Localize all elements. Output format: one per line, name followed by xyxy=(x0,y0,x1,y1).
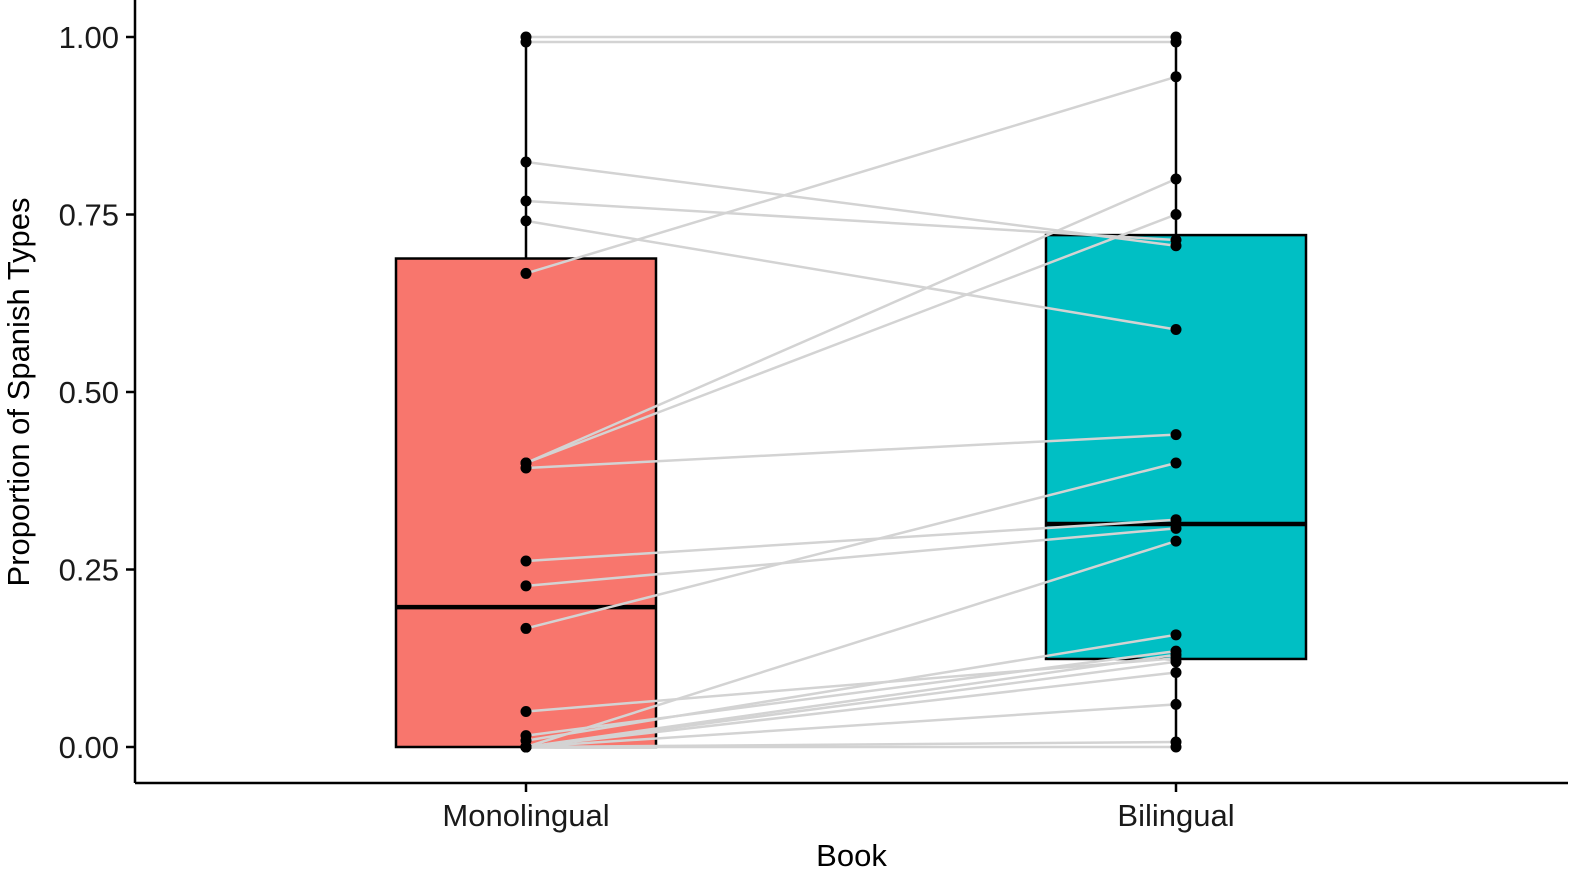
pair-line xyxy=(525,649,1177,737)
data-point-bilingual xyxy=(1170,173,1182,185)
data-point-monolingual xyxy=(520,622,532,634)
data-point-monolingual xyxy=(520,741,532,753)
pair-line xyxy=(525,703,1177,749)
x-ticks: Monolingual Bilingual xyxy=(442,783,1235,833)
pair-line xyxy=(525,75,1177,275)
y-axis-title: Proportion of Spanish Types xyxy=(1,198,36,587)
pair-line xyxy=(525,633,1177,742)
data-point-bilingual xyxy=(1170,656,1182,668)
data-point-monolingual xyxy=(520,580,532,592)
x-tick-label: Bilingual xyxy=(1117,798,1234,833)
pair-line xyxy=(525,177,1177,465)
data-point-bilingual xyxy=(1170,522,1182,534)
data-point-monolingual xyxy=(520,215,532,227)
data-point-monolingual xyxy=(520,706,532,717)
data-point-bilingual xyxy=(1170,429,1182,441)
pair-line xyxy=(525,433,1177,470)
box-bilingual xyxy=(1044,233,1308,661)
pair-line xyxy=(525,219,1177,331)
axes-layer xyxy=(133,0,1568,785)
pair-line xyxy=(525,671,1177,749)
data-point-bilingual xyxy=(1170,71,1182,83)
y-tick-label: 1.00 xyxy=(59,20,119,55)
points-layer xyxy=(520,31,1182,753)
pair-line xyxy=(525,213,1177,465)
pair-line xyxy=(525,527,1177,588)
y-tick-label: 0.00 xyxy=(59,730,119,765)
boxes-layer xyxy=(394,233,1308,749)
data-point-bilingual xyxy=(1170,698,1182,710)
x-axis-title: Book xyxy=(816,838,887,873)
pair-line xyxy=(525,660,1177,749)
pair-lines-layer xyxy=(525,35,1177,749)
data-point-bilingual xyxy=(1170,629,1182,641)
box-monolingual xyxy=(394,257,658,749)
data-point-monolingual xyxy=(520,462,532,474)
data-point-monolingual xyxy=(520,36,532,48)
data-point-bilingual xyxy=(1170,36,1182,48)
data-point-monolingual xyxy=(520,195,532,207)
data-point-monolingual xyxy=(520,156,532,168)
data-point-monolingual xyxy=(520,267,532,279)
x-tick-label: Monolingual xyxy=(442,798,609,833)
data-point-bilingual xyxy=(1170,666,1182,678)
data-point-bilingual xyxy=(1170,457,1182,469)
pair-line xyxy=(525,160,1177,247)
y-tick-label: 0.25 xyxy=(59,553,119,588)
data-point-bilingual xyxy=(1170,741,1182,753)
pair-line xyxy=(525,657,1177,713)
data-point-bilingual xyxy=(1170,209,1182,220)
data-point-bilingual xyxy=(1170,324,1182,336)
pair-line xyxy=(525,539,1177,749)
data-point-bilingual xyxy=(1170,535,1182,547)
y-tick-label: 0.75 xyxy=(59,198,119,233)
data-point-bilingual xyxy=(1170,234,1182,246)
data-point-bilingual xyxy=(1170,514,1182,526)
y-tick-label: 0.50 xyxy=(59,375,119,410)
y-ticks: 0.00 0.25 0.50 0.75 1.00 xyxy=(59,20,135,765)
pair-line xyxy=(525,461,1177,630)
pair-line xyxy=(525,199,1177,242)
pair-line xyxy=(525,518,1177,563)
data-point-monolingual xyxy=(520,555,532,567)
